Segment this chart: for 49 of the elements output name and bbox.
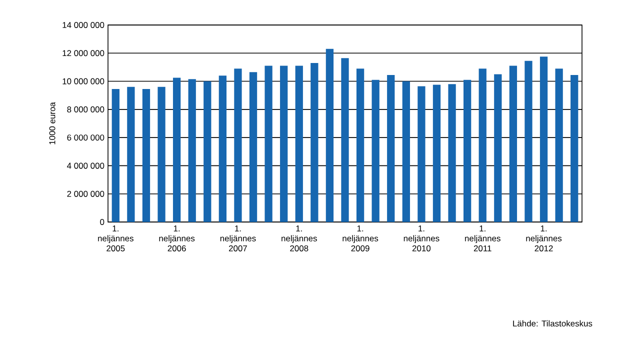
bar bbox=[295, 66, 303, 222]
y-axis-title: 1000 euroa bbox=[49, 102, 56, 144]
bar bbox=[509, 66, 518, 222]
bar bbox=[112, 89, 120, 222]
x-tick-label: 1. neljännes 2010 bbox=[404, 226, 440, 252]
bar bbox=[448, 84, 456, 222]
x-tick-label: 1. neljännes 2005 bbox=[98, 226, 134, 252]
bar bbox=[188, 79, 196, 222]
y-tick-label: 14 000 000 bbox=[62, 22, 104, 28]
bar bbox=[478, 68, 486, 222]
bar bbox=[218, 76, 227, 222]
y-tick-label: 10 000 000 bbox=[62, 78, 104, 84]
bar bbox=[570, 74, 578, 222]
x-tick-label: 1. neljännes 2011 bbox=[465, 226, 500, 252]
bar bbox=[387, 74, 395, 222]
bar bbox=[494, 74, 502, 222]
x-tick-label: 1. neljännes 2008 bbox=[282, 226, 317, 252]
x-tick-label: 1. neljännes 2012 bbox=[526, 226, 562, 252]
bar bbox=[310, 62, 318, 222]
bar bbox=[326, 48, 334, 222]
y-tick-label: 4 000 000 bbox=[66, 162, 104, 169]
bar bbox=[204, 81, 212, 222]
bar bbox=[234, 68, 242, 222]
bar bbox=[372, 80, 380, 222]
y-tick-label: 8 000 000 bbox=[67, 106, 104, 112]
bar bbox=[280, 66, 288, 222]
y-tick-label: 0 bbox=[100, 219, 104, 225]
x-tick-label: 1. neljännes 2006 bbox=[159, 226, 195, 252]
y-tick-label: 12 000 000 bbox=[62, 50, 104, 56]
bar bbox=[540, 56, 548, 222]
bar bbox=[142, 89, 150, 222]
bar bbox=[249, 72, 258, 222]
y-tick-label: 2 000 000 bbox=[67, 190, 104, 197]
bar bbox=[432, 84, 441, 222]
bar bbox=[524, 60, 532, 222]
bar bbox=[356, 68, 364, 222]
bar bbox=[172, 78, 181, 222]
bar bbox=[127, 86, 135, 222]
bar bbox=[555, 68, 563, 222]
bar bbox=[464, 80, 472, 222]
y-tick-label: 6 000 000 bbox=[67, 134, 104, 141]
bar bbox=[158, 86, 166, 222]
bar bbox=[418, 86, 426, 222]
text: Lähde: Tilastokeskus bbox=[513, 320, 592, 326]
bar bbox=[402, 81, 410, 222]
x-tick-label: 1. neljännes 2007 bbox=[220, 226, 256, 252]
bar bbox=[264, 66, 272, 222]
x-tick-label: 1. neljännes 2009 bbox=[342, 226, 378, 252]
bar bbox=[341, 58, 349, 222]
